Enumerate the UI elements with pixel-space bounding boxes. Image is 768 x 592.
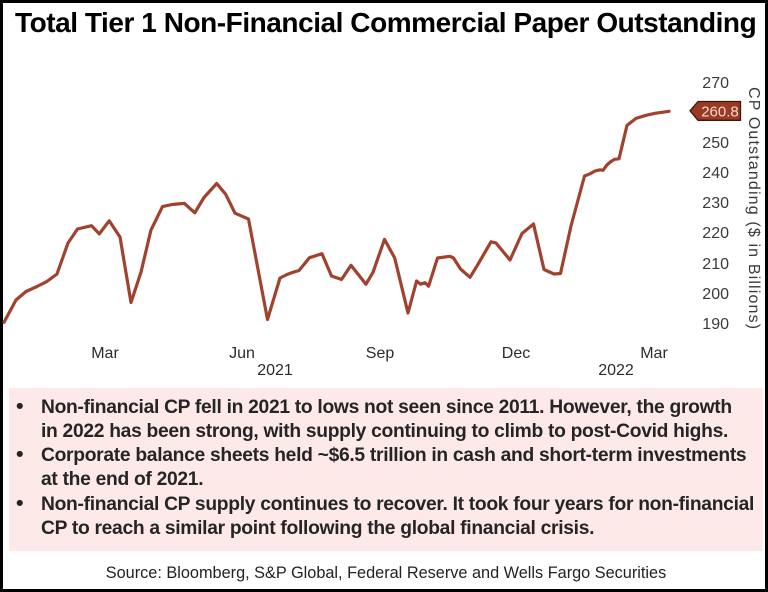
svg-text:260.8: 260.8 (701, 103, 739, 120)
